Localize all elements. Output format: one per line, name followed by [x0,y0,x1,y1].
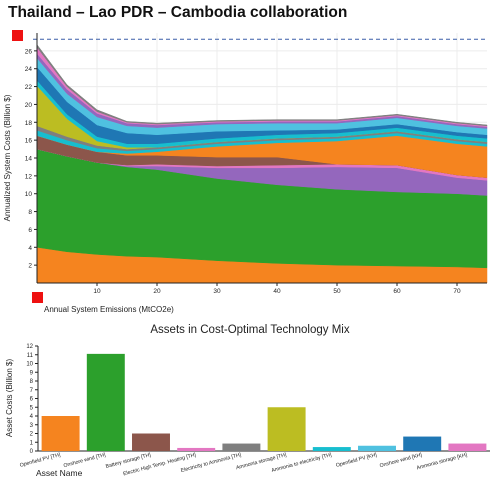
range-handle-bottom[interactable] [32,292,43,303]
bar-3 [177,447,216,451]
y-tick-label: 20 [25,102,33,109]
bar-y-tick-label: 6 [30,397,34,403]
bar-category-label: Openfield PV [TH] [19,452,61,469]
y-tick-label: 26 [25,48,33,55]
bar-x-axis-label: Asset Name [36,468,83,478]
bar-category-label: Onshore wind [TH] [63,452,107,469]
bar-y-tick-label: 10 [26,362,33,368]
y-tick-label: 16 [25,138,33,145]
x-tick-label: 40 [273,288,281,295]
x-tick-label: 20 [153,288,161,295]
bar-chart: Assets in Cost-Optimal Technology Mix012… [5,324,490,478]
bar-4 [222,443,261,451]
area-series-14 [36,43,488,127]
bar-y-tick-label: 0 [30,449,34,455]
bar-y-tick-label: 12 [26,344,33,350]
y-tick-label: 2 [28,263,32,270]
bar-y-tick-label: 11 [27,353,34,359]
bar-5 [267,407,306,451]
bar-y-tick-label: 9 [30,370,34,376]
bar-y-tick-label: 1 [30,440,34,446]
bar-1 [86,353,125,451]
bar-y-tick-label: 8 [30,379,34,385]
y-tick-label: 8 [28,209,32,216]
range-handle-top[interactable] [12,30,23,41]
y-tick-label: 18 [25,120,33,127]
y-tick-label: 4 [28,245,32,252]
bar-6 [312,447,351,451]
y-tick-label: 24 [25,66,33,73]
x-axis-label: Annual System Emissions (MtCO2e) [44,305,174,314]
x-tick-label: 70 [453,288,461,295]
bar-2 [132,433,170,451]
x-tick-label: 50 [333,288,341,295]
y-tick-label: 12 [25,173,33,180]
bar-category-label: Openfield PV [KH] [335,452,378,469]
page-title: Thailand – Lao PDR – Cambodia collaborat… [8,4,348,21]
bar-y-tick-label: 4 [30,414,34,420]
bar-y-tick-label: 5 [30,405,34,411]
y-tick-label: 6 [28,227,32,234]
bar-7 [358,445,396,451]
bar-8 [403,436,442,451]
x-tick-label: 60 [393,288,401,295]
bar-chart-title: Assets in Cost-Optimal Technology Mix [150,324,349,336]
bar-0 [41,416,80,451]
y-tick-label: 10 [25,191,33,198]
bar-y-axis-label: Asset Costs (Billion $) [5,359,14,438]
x-tick-label: 10 [93,288,101,295]
y-tick-label: 14 [25,156,33,163]
bar-9 [448,443,487,451]
y-axis-label: Annualized System Costs (Billion $) [3,94,12,221]
bar-category-label: Ammonia storage [KH] [416,452,468,471]
y-tick-label: 22 [25,84,33,91]
bar-y-tick-label: 3 [30,423,34,429]
bar-y-tick-label: 7 [30,388,34,394]
bar-y-tick-label: 2 [30,432,34,438]
x-tick-label: 30 [213,288,221,295]
